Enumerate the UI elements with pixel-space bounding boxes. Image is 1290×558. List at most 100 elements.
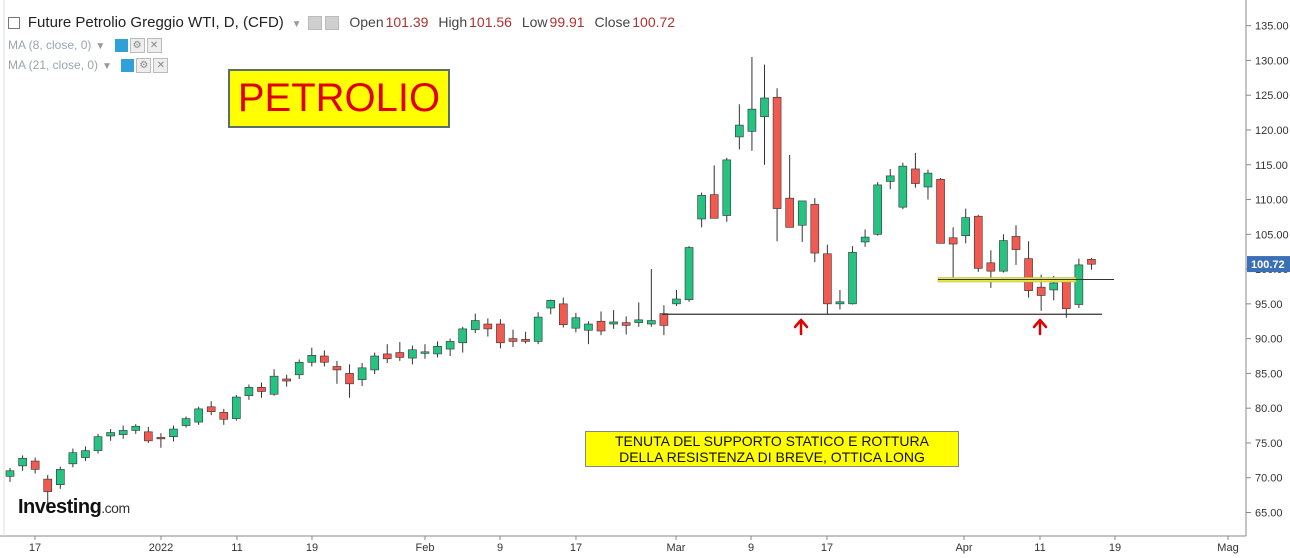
candle-body <box>219 412 229 420</box>
x-tick-label: Feb <box>416 542 435 554</box>
candle-body <box>885 175 895 182</box>
x-tick-label: 17 <box>29 542 41 554</box>
annotation-note-line: DELLA RESISTENZA DI BREVE, OTTICA LONG <box>619 449 925 465</box>
candle-body <box>999 240 1008 272</box>
candle-body <box>5 470 15 477</box>
candle-body <box>294 361 304 376</box>
candle-body <box>181 418 191 426</box>
candle-body <box>93 436 103 451</box>
candle-body <box>332 366 342 371</box>
low-label: Low <box>521 14 548 30</box>
candle-body <box>533 316 543 342</box>
candle-body <box>232 396 241 419</box>
candle-body <box>1011 236 1021 250</box>
eye-icon[interactable] <box>114 39 128 53</box>
candle-body <box>571 317 581 329</box>
candle-body <box>320 355 329 363</box>
candle-body <box>1036 286 1046 296</box>
candle-body <box>131 425 141 431</box>
candle-body <box>709 194 719 219</box>
annotation-title-box: PETROLIO <box>228 69 450 128</box>
candle-body <box>923 172 933 188</box>
candle-body <box>1074 264 1084 305</box>
candle-body <box>973 215 983 269</box>
candle-body <box>747 108 757 132</box>
candle-body <box>408 349 417 359</box>
candle-body <box>521 339 530 342</box>
x-tick-label: 11 <box>231 542 242 554</box>
candle-body <box>647 320 656 325</box>
gear-icon[interactable]: ⚙ <box>129 38 145 54</box>
chart-header: Future Petrolio Greggio WTI, D, (CFD) ▼ … <box>8 14 675 31</box>
candle-body <box>483 323 493 330</box>
candle-body <box>106 432 115 437</box>
candle-body <box>810 204 820 254</box>
candle-body <box>848 252 857 305</box>
x-tick-label: Apr <box>955 542 972 554</box>
candle-body <box>257 387 266 392</box>
x-tick-label: 17 <box>821 542 833 554</box>
candle-body <box>584 323 593 331</box>
instrument-title: Future Petrolio Greggio WTI, D, (CFD) <box>27 14 284 31</box>
candle-body <box>823 253 832 305</box>
x-tick-label: 19 <box>306 542 318 554</box>
candle-body <box>282 378 291 382</box>
open-label: Open <box>349 14 384 30</box>
annotation-note-line: TENUTA DEL SUPPORTO STATICO E ROTTURA <box>614 433 929 449</box>
indicator-label: MA (8, close, 0) <box>8 38 92 52</box>
eye-icon[interactable] <box>121 59 135 73</box>
candle-body <box>470 320 480 330</box>
candle-body <box>898 165 908 208</box>
y-tick-label: 95.00 <box>1255 299 1283 311</box>
gear-icon[interactable]: ⚙ <box>136 58 152 74</box>
eye-icon[interactable] <box>308 16 323 31</box>
x-tick-label: 19 <box>1109 542 1121 554</box>
chevron-down-icon[interactable]: ▼ <box>95 41 106 52</box>
candle-body <box>735 124 744 138</box>
candle-body <box>370 355 379 371</box>
candle-body <box>634 319 644 323</box>
close-label: Close <box>594 14 631 30</box>
x-tick-label: 11 <box>1034 542 1045 554</box>
x-tick-label: 17 <box>570 542 582 554</box>
candle-body <box>596 320 606 332</box>
candle-body <box>43 478 53 492</box>
annotation-note-box: TENUTA DEL SUPPORTO STATICO E ROTTURA DE… <box>585 431 959 467</box>
candle-body <box>1024 258 1033 291</box>
candle-body <box>357 367 367 380</box>
candle-body <box>558 303 568 326</box>
candle-body <box>508 338 518 342</box>
candle-body <box>382 353 392 360</box>
close-icon[interactable]: ✕ <box>153 58 169 74</box>
candle-body <box>433 345 442 355</box>
y-tick-label: 120.00 <box>1255 125 1289 137</box>
candle-body <box>55 469 65 485</box>
collapse-icon[interactable] <box>8 17 20 30</box>
x-tick-label: Mar <box>667 542 686 554</box>
candle-body <box>445 341 455 350</box>
close-value: 100.72 <box>632 14 676 30</box>
candle-body <box>936 179 945 244</box>
y-tick-label: 110.00 <box>1255 195 1288 207</box>
close-icon[interactable]: ✕ <box>146 38 162 54</box>
candle-body <box>194 408 203 423</box>
candle-body <box>835 301 845 305</box>
candle-body <box>621 322 631 326</box>
candle-body <box>609 321 618 325</box>
candle-body <box>772 96 782 209</box>
indicator-ma21[interactable]: MA (21, close, 0) ▼ ⚙ ✕ <box>8 58 169 74</box>
gear-icon[interactable] <box>325 16 340 31</box>
indicator-ma8[interactable]: MA (8, close, 0) ▼ ⚙ ✕ <box>8 38 162 54</box>
chevron-down-icon[interactable]: ▼ <box>291 19 302 30</box>
candle-body <box>420 351 430 354</box>
logo-suffix: .com <box>101 500 130 516</box>
candle-body <box>986 262 996 272</box>
candle-body <box>961 217 971 236</box>
support-arrow-icon <box>793 318 809 336</box>
candle-body <box>156 437 166 440</box>
candle-body <box>395 352 405 358</box>
chevron-down-icon[interactable]: ▼ <box>102 61 112 72</box>
candle-body <box>873 184 882 235</box>
y-tick-label: 90.00 <box>1255 334 1283 346</box>
